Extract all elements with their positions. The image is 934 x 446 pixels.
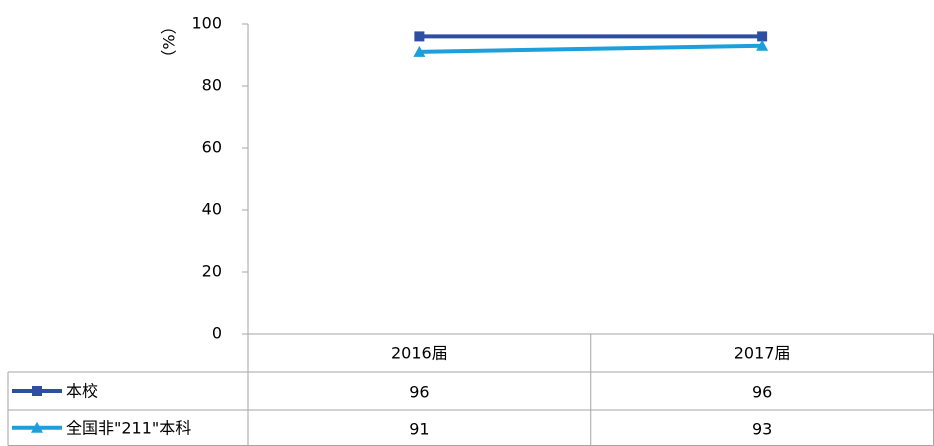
y-tick-label: 60 [202, 138, 222, 157]
y-tick-label: 40 [202, 200, 222, 219]
legend-marker [32, 386, 42, 396]
y-tick-label: 100 [191, 14, 222, 33]
table-value: 91 [409, 419, 429, 438]
table-value: 96 [752, 383, 772, 402]
y-tick-label: 80 [202, 76, 222, 95]
x-tick-label: 2016届 [391, 344, 448, 363]
y-tick-label: 20 [202, 262, 222, 281]
legend-label: 本校 [66, 382, 98, 401]
data-point [756, 39, 769, 51]
data-point [414, 31, 425, 42]
legend-label: 全国非"211"本科 [66, 418, 191, 437]
table-value: 96 [409, 383, 429, 402]
data-point [413, 45, 426, 57]
x-tick-label: 2017届 [734, 344, 791, 363]
legend-marker [31, 421, 43, 433]
series-line [419, 43, 763, 54]
y-tick-label: 0 [212, 324, 222, 343]
table-value: 93 [752, 419, 772, 438]
y-axis-label: （%） [160, 18, 179, 65]
data-point [757, 31, 768, 42]
